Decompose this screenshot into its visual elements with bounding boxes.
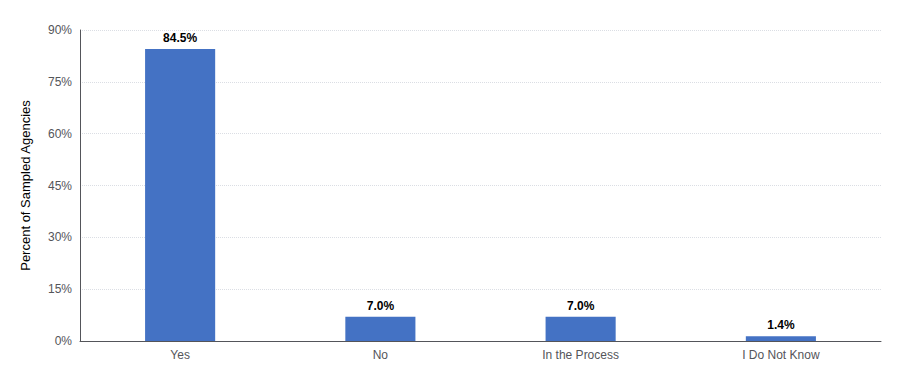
- svg-text:90%: 90%: [48, 23, 72, 37]
- svg-text:45%: 45%: [48, 179, 72, 193]
- svg-text:30%: 30%: [48, 230, 72, 244]
- svg-text:84.5%: 84.5%: [163, 31, 197, 45]
- svg-text:60%: 60%: [48, 127, 72, 141]
- svg-text:1.4%: 1.4%: [767, 318, 795, 332]
- svg-text:0%: 0%: [55, 334, 73, 348]
- svg-text:7.0%: 7.0%: [367, 299, 395, 313]
- svg-text:Yes: Yes: [170, 348, 190, 362]
- svg-text:7.0%: 7.0%: [567, 299, 595, 313]
- svg-text:Percent of Sampled Agencies: Percent of Sampled Agencies: [18, 100, 33, 271]
- svg-text:In the Process: In the Process: [542, 348, 619, 362]
- svg-text:I Do Not Know: I Do Not Know: [742, 348, 820, 362]
- svg-text:75%: 75%: [48, 75, 72, 89]
- svg-text:15%: 15%: [48, 282, 72, 296]
- svg-text:No: No: [373, 348, 389, 362]
